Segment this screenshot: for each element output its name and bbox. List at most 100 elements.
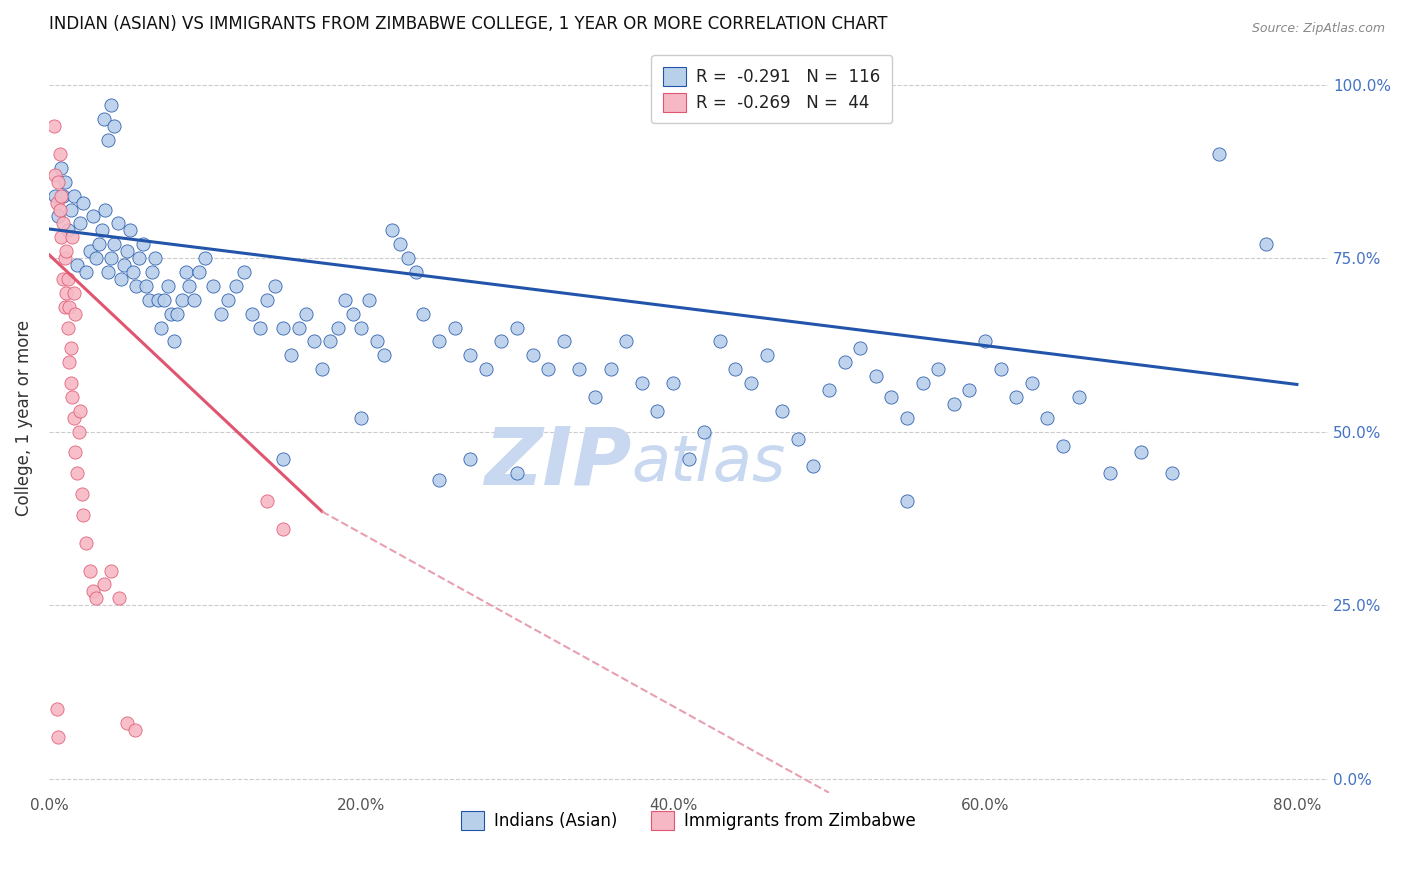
Point [84, 251, 107, 265]
Text: atlas: atlas [631, 432, 785, 494]
Point [93, 577, 115, 591]
Point [709, 334, 731, 349]
Point [801, 459, 824, 474]
Point [58, 300, 80, 314]
Point [108, 591, 131, 606]
Point [82, 584, 104, 599]
Point [45, 195, 67, 210]
Point [280, 348, 302, 362]
Point [115, 716, 138, 731]
Point [94, 202, 117, 217]
Point [56, 223, 79, 237]
Point [927, 362, 949, 376]
Point [69, 216, 91, 230]
Point [124, 723, 146, 738]
Point [60, 390, 83, 404]
Point [217, 293, 239, 307]
Point [53, 175, 76, 189]
Point [388, 237, 411, 252]
Point [911, 376, 934, 390]
Point [740, 376, 762, 390]
Point [1208, 147, 1230, 161]
Point [724, 362, 747, 376]
Point [405, 265, 427, 279]
Point [295, 307, 318, 321]
Point [249, 320, 271, 334]
Point [201, 278, 224, 293]
Point [233, 265, 256, 279]
Point [135, 278, 157, 293]
Text: INDIAN (ASIAN) VS IMMIGRANTS FROM ZIMBABWE COLLEGE, 1 YEAR OR MORE CORRELATION C: INDIAN (ASIAN) VS IMMIGRANTS FROM ZIMBAB… [49, 15, 887, 33]
Point [46, 730, 69, 744]
Point [115, 244, 138, 259]
Point [79, 564, 101, 578]
Point [66, 467, 89, 481]
Point [125, 278, 148, 293]
Point [52, 188, 75, 202]
Point [79, 244, 101, 259]
Point [179, 278, 201, 293]
Point [42, 119, 65, 133]
Point [72, 195, 94, 210]
Point [66, 258, 89, 272]
Point [72, 508, 94, 522]
Point [506, 320, 529, 334]
Point [896, 410, 918, 425]
Point [427, 334, 450, 349]
Point [69, 404, 91, 418]
Point [786, 432, 808, 446]
Point [458, 452, 481, 467]
Point [880, 390, 903, 404]
Point [225, 278, 247, 293]
Point [834, 355, 856, 369]
Point [942, 397, 965, 411]
Point [91, 223, 114, 237]
Point [59, 376, 82, 390]
Text: Source: ZipAtlas.com: Source: ZipAtlas.com [1251, 22, 1385, 36]
Point [122, 265, 145, 279]
Point [143, 251, 166, 265]
Point [647, 404, 669, 418]
Point [326, 320, 349, 334]
Point [1254, 237, 1277, 252]
Point [112, 258, 135, 272]
Point [693, 425, 716, 439]
Point [194, 251, 217, 265]
Point [350, 320, 373, 334]
Point [56, 272, 79, 286]
Point [156, 278, 179, 293]
Point [427, 473, 450, 487]
Point [87, 237, 110, 252]
Point [599, 362, 621, 376]
Point [755, 348, 778, 362]
Point [170, 293, 193, 307]
Point [678, 452, 700, 467]
Point [271, 522, 294, 536]
Point [60, 230, 83, 244]
Point [110, 272, 132, 286]
Point [1098, 467, 1121, 481]
Point [240, 307, 263, 321]
Legend: Indians (Asian), Immigrants from Zimbabwe: Indians (Asian), Immigrants from Zimbabw… [454, 805, 922, 837]
Point [75, 535, 97, 549]
Point [491, 334, 513, 349]
Point [183, 293, 205, 307]
Point [67, 425, 90, 439]
Point [49, 147, 72, 161]
Y-axis label: College, 1 year or more: College, 1 year or more [15, 319, 32, 516]
Point [63, 285, 86, 300]
Point [97, 133, 120, 147]
Point [100, 251, 122, 265]
Point [63, 188, 86, 202]
Point [264, 278, 287, 293]
Point [159, 307, 181, 321]
Point [82, 210, 104, 224]
Point [553, 334, 575, 349]
Point [163, 334, 186, 349]
Point [583, 390, 606, 404]
Point [65, 307, 87, 321]
Point [84, 591, 107, 606]
Point [128, 251, 150, 265]
Point [1036, 410, 1059, 425]
Point [103, 237, 125, 252]
